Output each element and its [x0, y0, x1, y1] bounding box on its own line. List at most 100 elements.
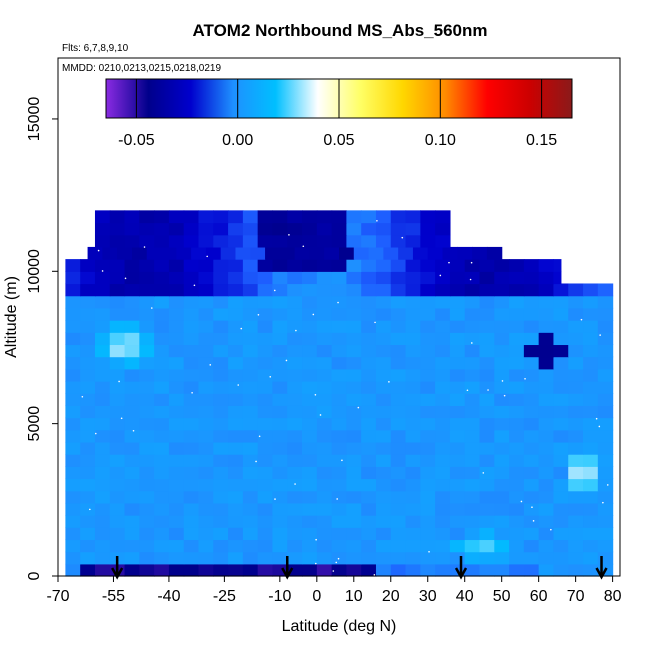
colorbar-tick-label: 0.05 — [323, 132, 354, 149]
heatmap-cell — [154, 527, 170, 541]
heatmap-cell — [124, 368, 140, 382]
heatmap-cell — [302, 344, 318, 358]
heatmap-cell — [235, 246, 251, 260]
heatmap-cell — [553, 490, 569, 504]
heatmap-cell — [198, 295, 214, 309]
heatmap-cell — [509, 490, 525, 504]
heatmap-cell — [220, 246, 237, 260]
heatmap-cell — [479, 502, 495, 516]
heatmap-cell — [139, 539, 155, 553]
heatmap-cell — [257, 259, 274, 272]
heatmap-cell — [65, 259, 81, 272]
x-tick-label: 40 — [456, 588, 474, 605]
heatmap-cell — [375, 222, 392, 236]
heatmap-cell — [405, 441, 421, 455]
heatmap-cell — [198, 454, 214, 467]
heatmap-cell — [213, 478, 229, 492]
heatmap-cell — [568, 393, 584, 406]
heatmap-cell — [583, 539, 599, 553]
heatmap-cell — [242, 478, 259, 492]
heatmap-cell — [331, 320, 347, 333]
heatmap-cell — [257, 502, 274, 516]
sample-dot — [274, 498, 276, 500]
heatmap-cell — [449, 551, 466, 565]
heatmap-cell — [597, 344, 614, 358]
heatmap-cell — [375, 234, 392, 248]
heatmap-cell — [257, 380, 274, 394]
heatmap-cell — [553, 466, 569, 480]
heatmap-cell — [568, 515, 584, 528]
heatmap-cell — [420, 417, 436, 431]
heatmap-cell — [198, 441, 214, 455]
sample-dot — [471, 342, 473, 344]
heatmap-cell — [272, 210, 288, 224]
heatmap-cell — [346, 527, 362, 541]
heatmap-cell — [390, 551, 407, 565]
heatmap-cell — [65, 490, 81, 504]
heatmap-cell — [287, 429, 303, 443]
y-axis-label: Altitude (m) — [3, 276, 20, 358]
heatmap-cell — [94, 234, 111, 248]
heatmap-cell — [583, 356, 599, 370]
heatmap-cell — [109, 441, 126, 455]
heatmap-cell — [302, 320, 318, 333]
heatmap-cell — [494, 490, 510, 504]
heatmap-cell — [272, 393, 288, 406]
heatmap-cell — [583, 393, 599, 406]
chart-subtitle-flights: Flts: 6,7,8,9,10 — [62, 43, 129, 54]
heatmap-cell — [154, 478, 170, 492]
heatmap-cell — [242, 551, 259, 565]
heatmap-cell — [65, 515, 81, 528]
heatmap-cell — [479, 380, 495, 394]
heatmap-cell — [538, 283, 555, 297]
heatmap-cell — [583, 454, 599, 467]
heatmap-cell — [449, 502, 466, 516]
heatmap-cell — [109, 405, 126, 419]
heatmap-cell — [405, 405, 421, 419]
heatmap-cell — [94, 405, 111, 419]
heatmap-cell — [183, 466, 200, 480]
heatmap-cell — [509, 271, 525, 285]
x-tick-label: -70 — [46, 588, 69, 605]
heatmap-cell — [242, 295, 259, 309]
sample-dot — [209, 364, 212, 366]
heatmap-cell — [597, 283, 614, 297]
heatmap-cell — [272, 259, 288, 272]
heatmap-cell — [523, 344, 540, 358]
heatmap-cell — [479, 405, 495, 419]
heatmap-cell — [420, 320, 436, 333]
heatmap-cell — [228, 454, 244, 467]
heatmap-cell — [361, 563, 377, 577]
heatmap-cell — [464, 259, 481, 272]
heatmap-cell — [568, 320, 584, 333]
y-tick-label: 15000 — [26, 97, 43, 142]
heatmap-cell — [435, 320, 451, 333]
heatmap-cell — [568, 405, 584, 419]
sample-dot — [599, 334, 601, 336]
heatmap-cell — [154, 502, 170, 516]
heatmap-cell — [124, 490, 140, 504]
heatmap-cell — [228, 478, 244, 492]
heatmap-cell — [553, 441, 569, 455]
heatmap-cell — [65, 551, 81, 565]
heatmap-cell — [168, 490, 185, 504]
heatmap-cell — [168, 551, 185, 565]
heatmap-cell — [538, 490, 555, 504]
heatmap-cell — [183, 320, 200, 333]
heatmap-cell — [213, 307, 229, 321]
heatmap-cell — [94, 295, 111, 309]
heatmap-cell — [124, 527, 140, 541]
heatmap-cell — [168, 380, 185, 394]
heatmap-cell — [583, 441, 599, 455]
heatmap-cell — [154, 490, 170, 504]
heatmap-cell — [479, 368, 495, 382]
heatmap-cell — [279, 246, 296, 260]
heatmap-cell — [168, 271, 185, 285]
heatmap-cell — [435, 222, 451, 236]
heatmap-cell — [597, 527, 614, 541]
heatmap-cell — [183, 441, 200, 455]
heatmap-cell — [420, 271, 436, 285]
heatmap-cell — [538, 527, 555, 541]
heatmap-cell — [464, 320, 481, 333]
heatmap-cell — [509, 466, 525, 480]
